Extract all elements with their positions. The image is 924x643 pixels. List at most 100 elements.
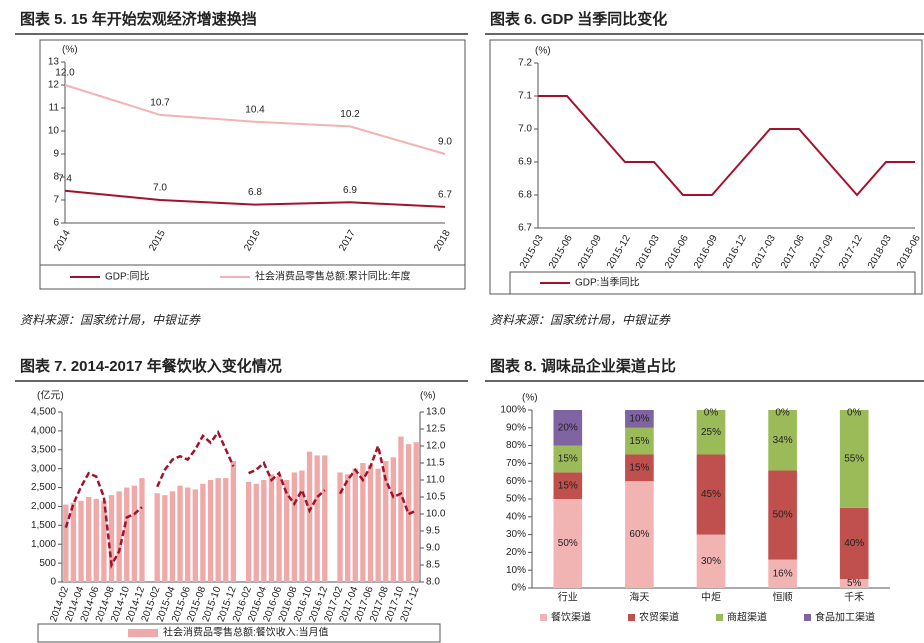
data-label: 25% bbox=[701, 427, 721, 438]
x-tick-label: 千禾 bbox=[844, 592, 864, 604]
bar-segment bbox=[553, 445, 583, 473]
y-tick-label: 7.1 bbox=[518, 91, 532, 102]
data-label: 60% bbox=[629, 529, 649, 540]
y-tick-label: 90% bbox=[506, 422, 526, 433]
bar bbox=[85, 497, 92, 582]
bar bbox=[245, 481, 252, 582]
data-label: 5% bbox=[847, 578, 862, 589]
bar-segment bbox=[553, 472, 583, 499]
bar bbox=[177, 485, 183, 582]
bar bbox=[383, 461, 389, 582]
bar bbox=[116, 491, 122, 582]
y-tick-label: 4,000 bbox=[31, 426, 56, 437]
y-tick-label: 20% bbox=[506, 547, 526, 558]
x-tick-label: 2017-03 bbox=[750, 233, 778, 271]
bar bbox=[139, 478, 145, 582]
y-tick-label: 2,000 bbox=[31, 501, 56, 512]
x-tick-label: 2016-06 bbox=[663, 233, 691, 271]
x-tick-label: 海天 bbox=[629, 591, 649, 604]
data-line bbox=[64, 471, 143, 570]
y-tick-label: 11.5 bbox=[426, 458, 445, 469]
y-tick-label: 0% bbox=[512, 583, 527, 594]
y-tick-label: 60% bbox=[506, 476, 526, 487]
y-tick-label: 11.0 bbox=[426, 475, 445, 486]
bar bbox=[314, 455, 320, 582]
legend-label: 社会消费品零售总额:累计同比:年度 bbox=[255, 270, 411, 283]
y-unit: (亿元) bbox=[37, 389, 64, 402]
bar-segment bbox=[839, 579, 869, 588]
x-tick-label: 2015-09 bbox=[576, 233, 604, 271]
data-label: 7.4 bbox=[58, 173, 72, 184]
bar-segment bbox=[553, 499, 583, 588]
data-line bbox=[538, 95, 915, 197]
y-tick-label: 7.2 bbox=[518, 58, 532, 69]
y-tick-label: 12 bbox=[48, 80, 60, 91]
data-label: 40% bbox=[844, 538, 864, 549]
data-label: 6.9 bbox=[343, 185, 357, 196]
bar bbox=[154, 493, 160, 582]
x-tick-label: 2015 bbox=[147, 228, 168, 253]
y-tick-label: 7.0 bbox=[518, 124, 532, 135]
bar bbox=[344, 474, 351, 582]
source-note: 资料来源：国家统计局，中银证券 bbox=[490, 313, 671, 327]
legend-swatch bbox=[804, 614, 811, 621]
y-tick-label: 30% bbox=[506, 529, 526, 540]
legend-label: 社会消费品零售总额:餐饮收入:当月值 bbox=[163, 626, 329, 639]
bar bbox=[207, 480, 214, 582]
bar-segment bbox=[839, 507, 869, 580]
y2-unit: (%) bbox=[420, 391, 436, 402]
source-note: 资料来源：国家统计局，中银证券 bbox=[20, 313, 201, 327]
y-tick-label: 500 bbox=[39, 558, 56, 569]
bar-segment bbox=[839, 410, 869, 508]
y-tick-label: 9 bbox=[53, 149, 59, 160]
legend-label: GDP:同比 bbox=[105, 271, 149, 283]
y-tick-label: 10 bbox=[48, 126, 60, 137]
bar bbox=[299, 470, 305, 582]
y-tick-label: 8.0 bbox=[426, 577, 440, 588]
y-tick-label: 3,000 bbox=[31, 463, 56, 474]
y-tick-label: 3,500 bbox=[31, 444, 56, 455]
data-label: 12.0 bbox=[55, 68, 75, 79]
x-tick-label: 恒顺 bbox=[773, 591, 793, 604]
data-line bbox=[338, 441, 417, 516]
data-label: 15% bbox=[558, 454, 578, 465]
y-tick-label: 13 bbox=[48, 57, 60, 68]
x-tick-label: 2015-03 bbox=[518, 233, 546, 271]
legend-label: 餐饮渠道 bbox=[551, 611, 591, 624]
bar-segment bbox=[696, 454, 726, 535]
x-tick-label: 2016 bbox=[242, 228, 263, 253]
bar bbox=[306, 451, 313, 582]
data-label: 10.2 bbox=[340, 109, 360, 120]
bar bbox=[268, 474, 275, 582]
bar bbox=[390, 457, 397, 582]
y-tick-label: 8 bbox=[53, 172, 59, 183]
data-label: 16% bbox=[773, 568, 793, 579]
bar-segment bbox=[696, 410, 726, 455]
y-tick-label: 10.0 bbox=[426, 509, 446, 520]
bar bbox=[108, 495, 115, 582]
y-tick-label: 1,500 bbox=[31, 520, 56, 531]
y-tick-label: 7 bbox=[53, 195, 59, 206]
data-label: 34% bbox=[773, 435, 793, 446]
y-tick-label: 9.5 bbox=[426, 526, 440, 537]
x-tick-label: 2014 bbox=[52, 228, 73, 253]
chart-title: 图表 7. 2014-2017 年餐饮收入变化情况 bbox=[20, 357, 282, 375]
y-tick-label: 8.5 bbox=[426, 560, 440, 571]
x-tick-label: 2017-12 bbox=[837, 233, 865, 271]
data-label: 10% bbox=[629, 414, 649, 425]
legend-label: 商超渠道 bbox=[727, 611, 767, 624]
y-tick-label: 12.5 bbox=[426, 424, 446, 435]
bar bbox=[192, 489, 198, 582]
x-tick-label: 2017 bbox=[337, 228, 358, 253]
bar bbox=[93, 498, 99, 582]
data-label: 6.7 bbox=[438, 190, 452, 201]
bar bbox=[276, 476, 282, 582]
bar bbox=[253, 483, 259, 582]
y-tick-label: 10% bbox=[506, 565, 526, 576]
bar bbox=[352, 468, 358, 582]
x-tick-label: 2017-09 bbox=[808, 233, 836, 271]
legend-box bbox=[37, 623, 441, 643]
data-label: 7.0 bbox=[153, 183, 167, 194]
legend-box bbox=[509, 271, 916, 295]
